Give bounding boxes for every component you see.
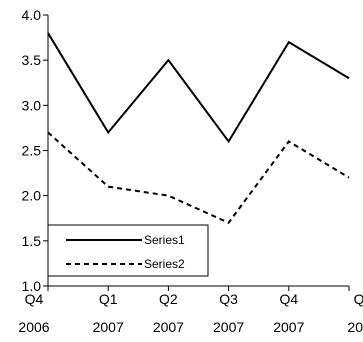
legend: Series1 Series2 — [47, 224, 209, 277]
y-tick-label: 3.5 — [22, 52, 42, 68]
legend-label: Series2 — [144, 257, 185, 271]
y-tick-label: 3.0 — [22, 97, 42, 113]
legend-box — [47, 224, 209, 277]
legend-label: Series1 — [144, 233, 185, 247]
x-tick-label-quarter: Q1 — [99, 291, 118, 307]
x-tick-label-quarter: Q2 — [159, 291, 178, 307]
x-tick-label-quarter: Q4 — [279, 291, 298, 307]
y-tick-label: 2.0 — [22, 188, 42, 204]
x-tick-label-year: 2006 — [18, 319, 49, 335]
series-lines — [47, 32, 350, 225]
y-tick-label: 1.5 — [22, 233, 42, 249]
y-tick-label: 4.0 — [22, 7, 42, 23]
x-tick-label-year: 2007 — [93, 319, 124, 335]
x-tick-label-year: 2008 — [347, 319, 363, 335]
x-tick-label-year: 2007 — [273, 319, 304, 335]
x-tick-label-quarter: Q1 — [354, 291, 363, 307]
x-axis: Q4 2006 Q1 2007 Q2 2007 Q3 2007 Q4 2007 Q1 2008 — [18, 285, 363, 335]
series-line-series2 — [47, 131, 350, 225]
y-tick-label: 2.5 — [22, 143, 42, 159]
x-tick-label-year: 2007 — [213, 319, 244, 335]
x-tick-label-year: 2007 — [153, 319, 184, 335]
x-tick-label-quarter: Q4 — [25, 291, 44, 307]
x-tick-label-quarter: Q3 — [219, 291, 238, 307]
y-tick-label: 1.0 — [22, 278, 42, 294]
y-axis: 1.0 1.5 2.0 2.5 3.0 3.5 4.0 — [22, 7, 49, 294]
series-line-series1 — [47, 32, 350, 144]
